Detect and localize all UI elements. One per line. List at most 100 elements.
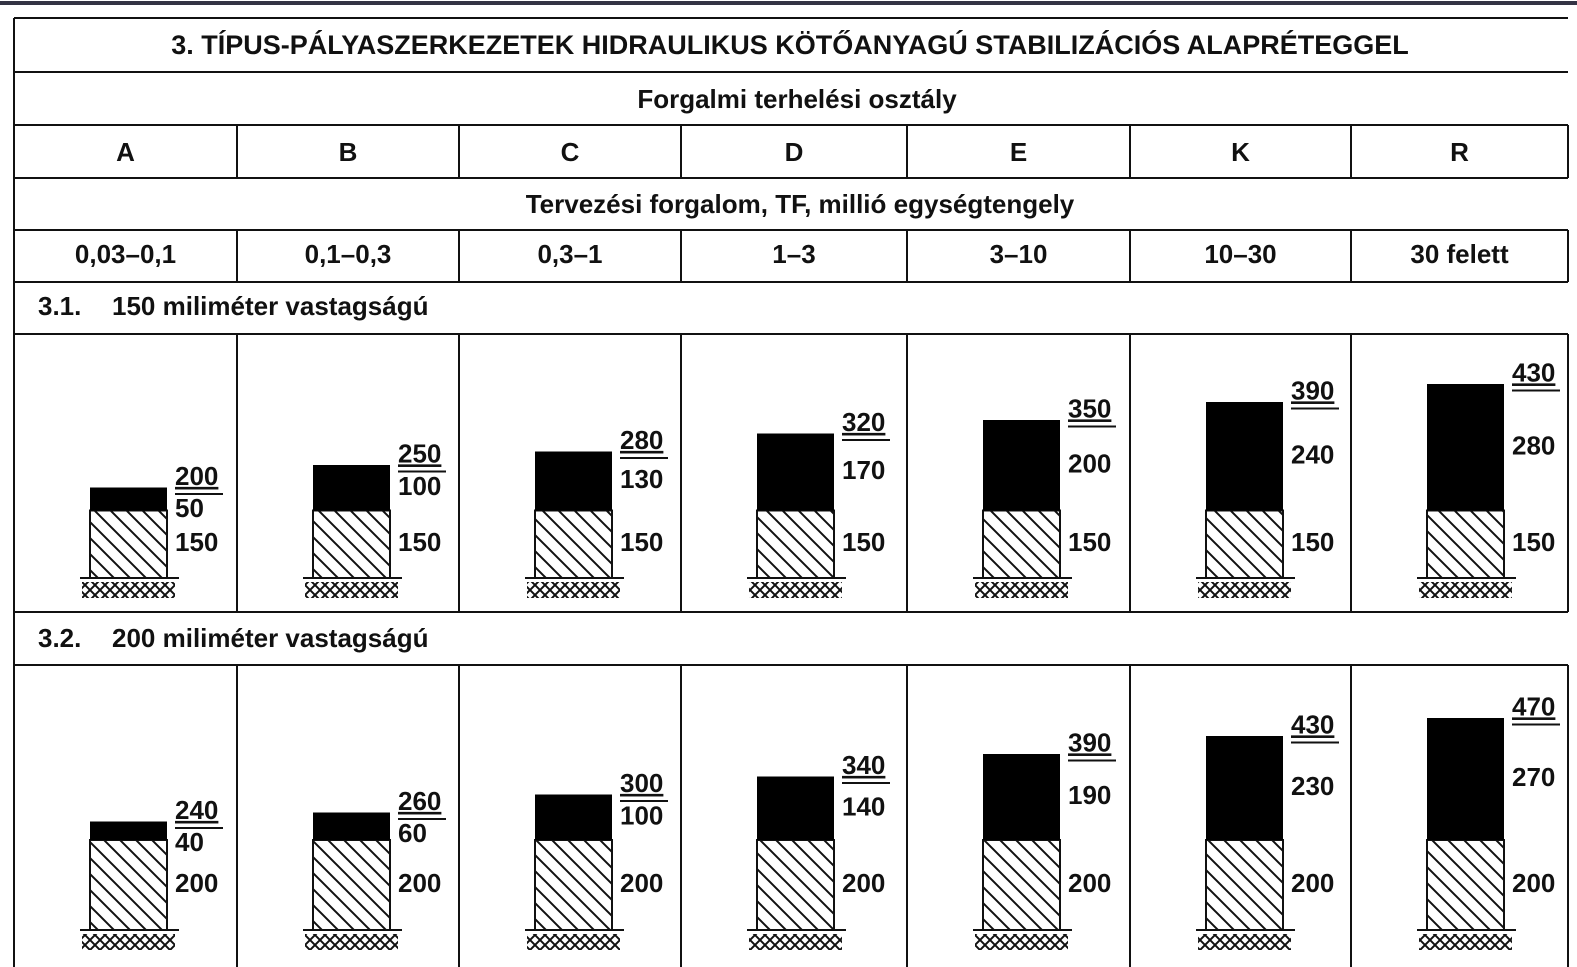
total-label: 320: [842, 407, 885, 437]
base-label: 200: [175, 868, 218, 898]
total-label: 390: [1291, 375, 1334, 405]
soil: [527, 582, 620, 598]
section-number: 3.1.: [38, 291, 81, 321]
soil: [82, 582, 175, 598]
base-layer: [312, 839, 391, 931]
top-label: 40: [175, 827, 204, 857]
base-label: 200: [398, 868, 441, 898]
base-label: 200: [1291, 868, 1334, 898]
top-layer: [313, 465, 390, 511]
top-label: 60: [398, 818, 427, 848]
section-label: 200 miliméter vastagságú: [112, 623, 429, 653]
base-layer: [534, 839, 613, 931]
class-label: A: [116, 137, 135, 167]
soil: [975, 934, 1068, 950]
top-label: 140: [842, 791, 885, 821]
top-label: 190: [1068, 780, 1111, 810]
top-layer: [757, 777, 834, 840]
top-label: 240: [1291, 439, 1334, 469]
top-label: 130: [620, 464, 663, 494]
top-label: 50: [175, 493, 204, 523]
base-label: 150: [398, 527, 441, 557]
base-layer: [756, 839, 835, 931]
base-layer: [534, 509, 613, 579]
total-label: 340: [842, 750, 885, 780]
total-label: 240: [175, 795, 218, 825]
top-layer: [1206, 402, 1283, 511]
base-label: 150: [1291, 527, 1334, 557]
base-layer: [89, 839, 168, 931]
soil: [1198, 582, 1291, 598]
soil: [1419, 582, 1512, 598]
top-layer: [535, 452, 612, 511]
total-label: 470: [1512, 691, 1555, 721]
top-label: 230: [1291, 771, 1334, 801]
top-layer: [90, 488, 167, 511]
class-label: E: [1010, 137, 1027, 167]
traffic-range: 0,3–1: [537, 239, 602, 269]
top-label: 280: [1512, 430, 1555, 460]
soil: [975, 582, 1068, 598]
class-label: K: [1231, 137, 1250, 167]
top-label: 100: [620, 800, 663, 830]
total-label: 200: [175, 461, 218, 491]
soil: [749, 934, 842, 950]
top-layer: [535, 795, 612, 840]
total-label: 300: [620, 768, 663, 798]
base-layer: [1426, 509, 1505, 579]
total-label: 250: [398, 438, 441, 468]
base-label: 150: [175, 527, 218, 557]
class-label: C: [561, 137, 580, 167]
base-layer: [982, 509, 1061, 579]
base-layer: [982, 839, 1061, 931]
base-label: 200: [842, 868, 885, 898]
soil: [749, 582, 842, 598]
base-label: 150: [1068, 527, 1111, 557]
top-label: 100: [398, 471, 441, 501]
base-layer: [1205, 839, 1284, 931]
top-label: 170: [842, 455, 885, 485]
total-label: 260: [398, 786, 441, 816]
table: 3. TÍPUS-PÁLYASZERKEZETEK HIDRAULIKUS KÖ…: [13, 17, 1569, 967]
top-layer: [1427, 384, 1504, 511]
total-label: 430: [1291, 709, 1334, 739]
base-label: 150: [842, 527, 885, 557]
top-layer: [313, 813, 390, 840]
base-layer: [1426, 839, 1505, 931]
soil: [305, 582, 398, 598]
total-label: 390: [1068, 727, 1111, 757]
class-label: B: [339, 137, 358, 167]
traffic-range: 10–30: [1204, 239, 1276, 269]
base-layer: [756, 509, 835, 579]
top-label: 270: [1512, 762, 1555, 792]
section-number: 3.2.: [38, 623, 81, 653]
total-label: 430: [1512, 357, 1555, 387]
soil: [1419, 934, 1512, 950]
traffic-header: Tervezési forgalom, TF, millió egységten…: [526, 189, 1075, 219]
soil: [527, 934, 620, 950]
section-label: 150 miliméter vastagságú: [112, 291, 429, 321]
base-label: 200: [1068, 868, 1111, 898]
base-label: 150: [1512, 527, 1555, 557]
top-layer: [90, 822, 167, 840]
traffic-range: 3–10: [990, 239, 1048, 269]
soil: [82, 934, 175, 950]
traffic-range: 1–3: [772, 239, 815, 269]
top-layer: [1427, 718, 1504, 840]
base-label: 150: [620, 527, 663, 557]
base-layer: [1205, 509, 1284, 579]
traffic-range: 30 felett: [1410, 239, 1509, 269]
total-label: 350: [1068, 393, 1111, 423]
top-layer: [757, 434, 834, 511]
traffic-range: 0,03–0,1: [75, 239, 176, 269]
top-label: 200: [1068, 448, 1111, 478]
soil: [1198, 934, 1291, 950]
base-layer: [312, 509, 391, 579]
top-layer: [983, 754, 1060, 840]
base-label: 200: [1512, 868, 1555, 898]
header: Forgalmi terhelési osztály: [637, 84, 957, 114]
base-label: 200: [620, 868, 663, 898]
total-label: 280: [620, 425, 663, 455]
top-layer: [983, 420, 1060, 511]
